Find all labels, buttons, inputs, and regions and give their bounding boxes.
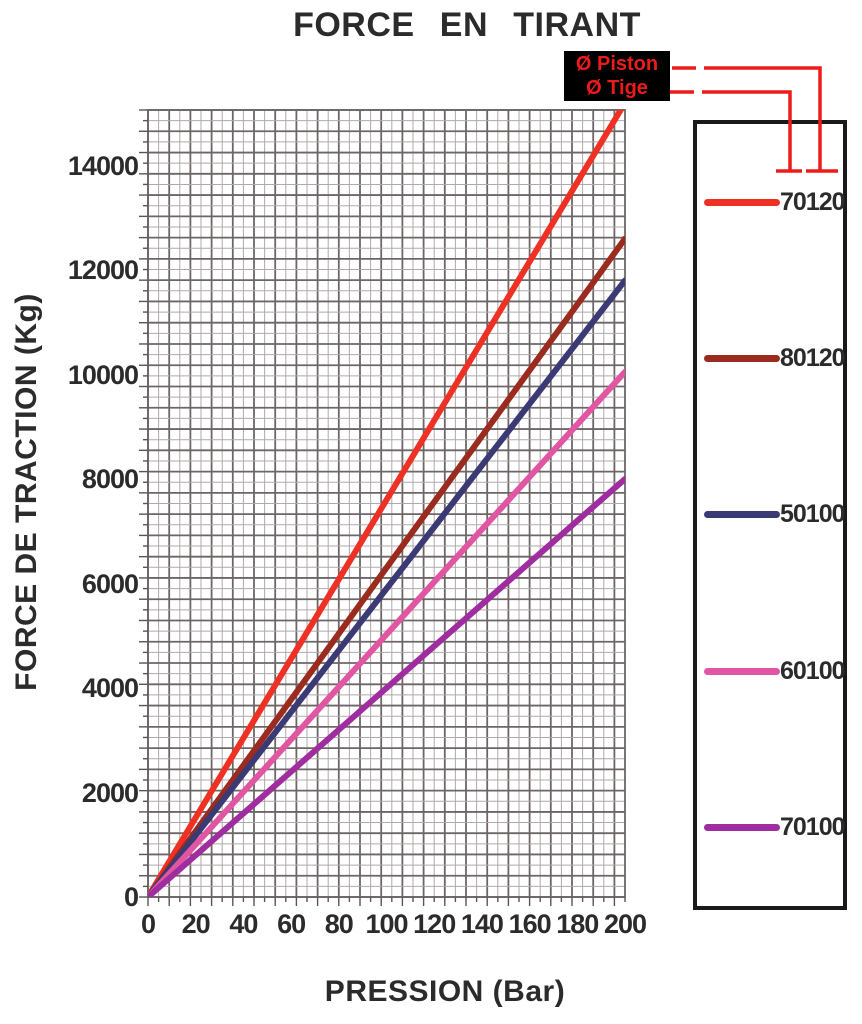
series-line-50100	[148, 277, 625, 897]
x-tick-label: 160	[508, 909, 552, 939]
legend-line-swatch	[704, 198, 780, 206]
series-line-60100	[148, 368, 625, 897]
legend-line-swatch	[704, 824, 780, 832]
legend-item-label: 70100	[780, 813, 846, 842]
legend: 70120 80120 50100 60100 70100	[693, 120, 847, 910]
legend-line-swatch	[704, 667, 780, 675]
x-tick-label: 180	[556, 909, 599, 939]
legend-item-label: 70120	[780, 187, 846, 216]
chart-title: FORCE EN TIRANT	[293, 6, 641, 44]
legend-item-label: 50100	[780, 500, 846, 529]
x-tick-label: 120	[413, 909, 456, 939]
x-tick-label: 140	[460, 909, 504, 939]
x-tick-label: 80	[324, 909, 354, 939]
y-tick-labels: 0 2000 4000 6000 8000 10000 12000 14000	[0, 0, 139, 1024]
x-tick-label: 20	[181, 909, 211, 939]
legend-line-swatch	[704, 511, 780, 519]
y-tick-label: 6000	[81, 568, 139, 599]
diameter-annotation: Ø Piston Ø Tige	[564, 51, 670, 101]
legend-item: 80120	[697, 344, 846, 373]
y-tick-label: 10000	[67, 359, 139, 390]
x-tick-labels: 0 20 40 60 80 100 120 140 160 180 200	[0, 906, 862, 942]
x-tick-label: 200	[603, 909, 647, 939]
y-tick-label: 12000	[67, 255, 139, 285]
x-tick-label: 0	[140, 909, 156, 939]
x-axis-title: PRESSION (Bar)	[324, 975, 566, 1008]
x-tick-label: 40	[229, 909, 258, 939]
legend-item: 60100	[697, 656, 846, 686]
legend-item: 50100	[697, 500, 846, 529]
legend-item-label: 60100	[780, 656, 846, 685]
legend-item: 70100	[697, 813, 846, 842]
tige-diameter-label: Ø Tige	[586, 77, 648, 99]
y-tick-label: 2000	[81, 777, 139, 808]
y-tick-label: 4000	[81, 673, 139, 703]
legend-item-label: 80120	[780, 344, 846, 373]
x-tick-label: 100	[365, 909, 408, 939]
series-line-70120	[148, 110, 625, 897]
y-tick-label: 14000	[67, 150, 139, 181]
legend-item: 70120	[697, 187, 846, 217]
piston-diameter-label: Ø Piston	[575, 53, 659, 75]
y-tick-label: 0	[123, 882, 139, 912]
x-tick-label: 60	[277, 909, 306, 939]
legend-line-swatch	[704, 355, 780, 363]
series-line-80120	[148, 235, 625, 897]
axis-ticks	[139, 109, 626, 906]
y-tick-label: 8000	[81, 464, 139, 494]
grid	[147, 109, 626, 898]
series-line-70100	[148, 476, 625, 897]
